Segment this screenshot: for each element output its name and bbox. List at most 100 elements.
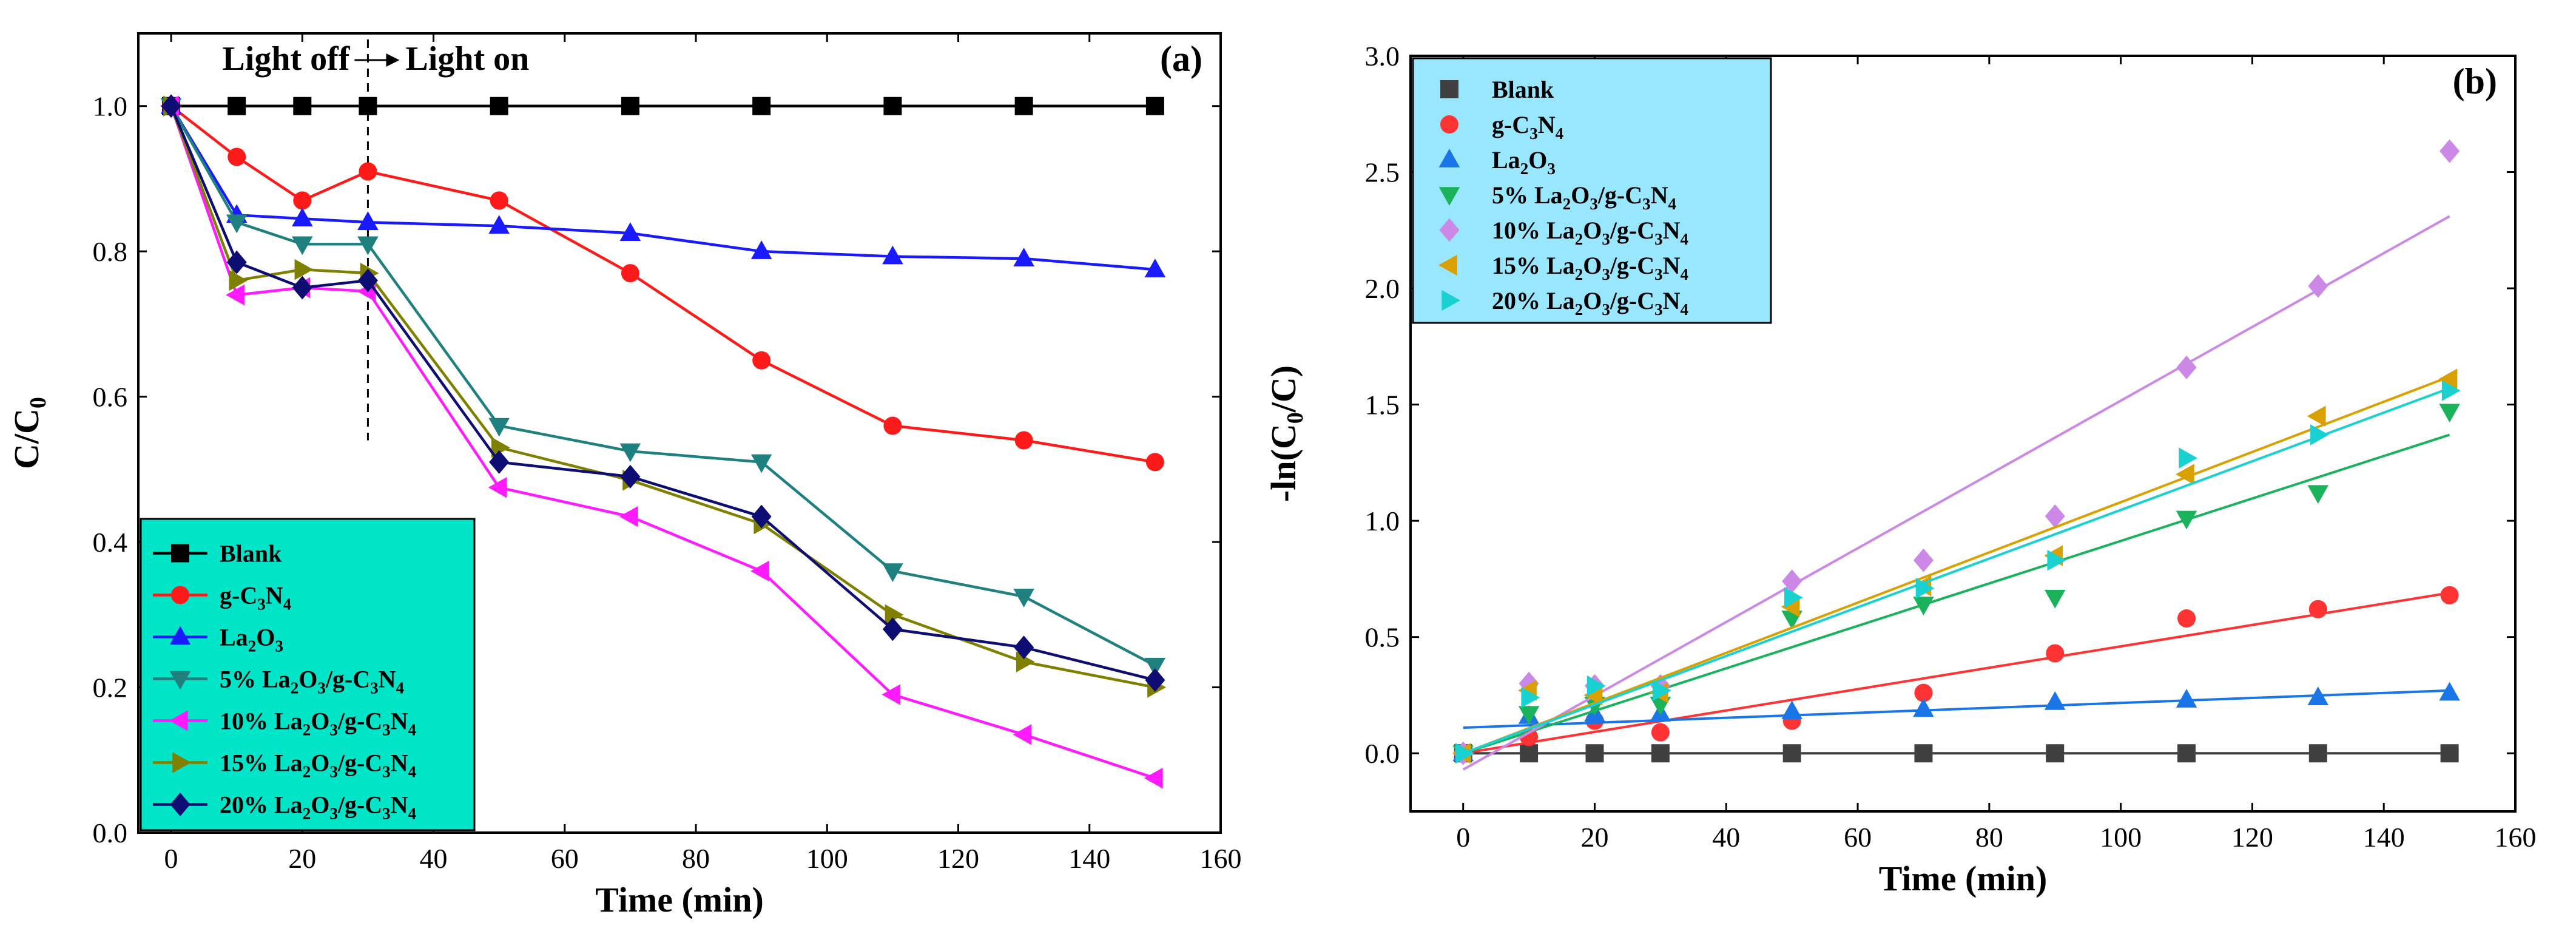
point-20-la2o3-g-c3n4 <box>620 464 641 489</box>
subscript: 4 <box>283 595 292 614</box>
point-blank <box>752 96 771 115</box>
point-blank <box>1585 744 1604 763</box>
subscript: 3 <box>382 763 391 781</box>
subscript: 2 <box>1575 230 1583 248</box>
point-10-la2o3-g-c3n4 <box>2439 139 2460 163</box>
legend-marker <box>1438 149 1460 168</box>
series-20-la2o3-g-c3n4 <box>1455 380 2461 764</box>
text-run: /g-C <box>337 708 382 735</box>
y-tick-label: 1.0 <box>1365 506 1400 536</box>
point-g-c3n4 <box>2046 644 2065 663</box>
point-la2o3 <box>292 208 313 227</box>
ylabel-main: C/C <box>7 408 46 469</box>
x-tick-label: 140 <box>1068 843 1110 874</box>
legend-box <box>140 518 476 831</box>
point-g-c3n4 <box>490 191 508 210</box>
y-tick-label: 1.5 <box>1365 390 1400 421</box>
point-la2o3 <box>2045 691 2066 710</box>
text-run: O <box>1583 287 1602 314</box>
point-15-la2o3-g-c3n4 <box>885 604 904 626</box>
legend-label: 15% La2​O3​/g-C3​N4​ <box>220 750 416 781</box>
light-on-label: Light on <box>405 40 529 78</box>
subscript: 4 <box>1681 300 1689 319</box>
point-5-la2o3-g-c3n4 <box>2439 404 2460 423</box>
text-run: N <box>391 750 408 777</box>
x-tick-label: 40 <box>420 843 448 874</box>
point-g-c3n4 <box>1145 453 1164 472</box>
subscript: 2 <box>248 637 257 655</box>
legend-marker <box>169 626 191 645</box>
point-20-la2o3-g-c3n4 <box>1455 742 1474 764</box>
text-run: N <box>1663 252 1681 279</box>
point-10-la2o3-g-c3n4 <box>1013 724 1032 745</box>
point-la2o3 <box>882 245 903 265</box>
point-g-c3n4 <box>1914 683 1933 702</box>
text-run: 15% La <box>1492 252 1575 279</box>
point-5-la2o3-g-c3n4 <box>1144 657 1166 677</box>
y-tick-label: 0.2 <box>93 672 128 703</box>
x-axis-label: Time (min) <box>1879 859 2048 898</box>
x-tick-label: 80 <box>682 843 710 874</box>
text-run: /g-C <box>1610 252 1654 279</box>
x-tick-label: 0 <box>1456 822 1470 853</box>
point-20-la2o3-g-c3n4 <box>226 250 247 274</box>
text-run: N <box>1663 217 1681 244</box>
point-la2o3 <box>2307 686 2329 706</box>
ylabel-tail: /C) <box>1264 365 1303 413</box>
text-run: Blank <box>1492 76 1554 103</box>
subscript: 2 <box>303 763 311 781</box>
point-blank <box>621 96 639 115</box>
x-tick-label: 160 <box>2495 822 2537 853</box>
legend-label: 5% La2​O3​/g-C3​N4​ <box>1492 181 1676 213</box>
legend-marker <box>170 793 191 816</box>
point-15-la2o3-g-c3n4 <box>491 437 510 458</box>
subscript: 3 <box>1547 160 1556 178</box>
text-run: g-C <box>1492 111 1529 138</box>
text-run: g-C <box>220 582 257 609</box>
point-g-c3n4 <box>621 264 639 283</box>
point-5-la2o3-g-c3n4 <box>488 418 510 437</box>
point-20-la2o3-g-c3n4 <box>751 504 772 529</box>
legend-marker <box>169 671 191 690</box>
subscript: 4 <box>1681 230 1689 248</box>
legend-label: 10% La2​O3​/g-C3​N4​ <box>220 708 416 739</box>
series-la2o3 <box>1452 682 2460 761</box>
point-20-la2o3-g-c3n4 <box>292 276 312 300</box>
subscript: 3 <box>370 679 379 697</box>
legend-marker <box>1438 254 1457 276</box>
point-10-la2o3-g-c3n4 <box>882 684 901 705</box>
legend-label: La2​O3​ <box>1492 146 1556 178</box>
y-tick-label: 1.0 <box>93 91 128 122</box>
legend-label: Blank <box>1492 76 1554 103</box>
subscript: 3 <box>1602 265 1610 283</box>
subscript: 2 <box>303 721 311 739</box>
point-20-la2o3-g-c3n4 <box>1586 675 1606 697</box>
point-5-la2o3-g-c3n4 <box>2045 589 2066 609</box>
point-blank <box>1914 744 1933 763</box>
x-tick-label: 120 <box>2231 822 2273 853</box>
legend-box <box>1412 57 1772 324</box>
point-5-la2o3-g-c3n4 <box>2307 485 2329 504</box>
legend-label: g-C3​N4​ <box>220 582 291 614</box>
series-20-la2o3-g-c3n4 <box>161 94 1165 692</box>
series-g-c3n4 <box>162 96 1164 472</box>
point-blank <box>1782 744 1801 763</box>
fit-line-20-la2o3-g-c3n4 <box>1463 387 2450 755</box>
subscript: 2 <box>303 805 311 823</box>
axis-ticks: 0 20 40 60 80 100 120 140 160 0.0 0.5 1.0 1.5 2.0 2.5 3… <box>1365 41 2537 853</box>
light-arrow-head <box>386 53 400 67</box>
point-la2o3 <box>1913 698 1934 717</box>
point-la2o3 <box>357 211 379 231</box>
text-run: /g-C <box>1597 181 1642 209</box>
plot-area <box>1452 139 2461 771</box>
legend-label: 5% La2​O3​/g-C3​N4​ <box>220 666 404 697</box>
point-10-la2o3-g-c3n4 <box>226 284 244 306</box>
subscript: 4 <box>1556 124 1564 143</box>
x-tick-label: 60 <box>551 843 579 874</box>
point-10-la2o3-g-c3n4 <box>488 477 507 498</box>
legend: Blank g-C3​N4​ La2​O3​ 5% La2​O3​/g-C3​N4​ 1… <box>140 518 476 831</box>
y-tick-label: 2.5 <box>1365 157 1400 188</box>
text-run: /g-C <box>337 791 382 819</box>
text-run: N <box>1651 181 1668 209</box>
y-tick-label: 0.0 <box>93 817 128 848</box>
